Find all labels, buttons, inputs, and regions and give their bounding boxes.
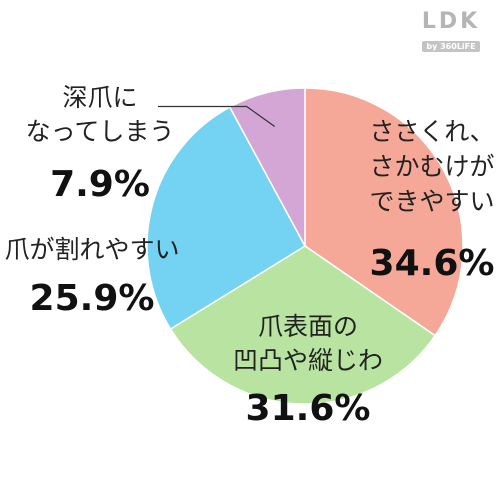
- ldk-logo: LDK by 360LiFE: [416, 10, 486, 53]
- pie-slice-0: [304, 87, 464, 337]
- slice-label-3-line-0: 深爪に: [62, 83, 137, 112]
- logo-main-text: LDK: [421, 9, 481, 34]
- slice-label-1-line-1: 凹凸や縦じわ: [233, 346, 383, 375]
- slice-value-3: 7.9%: [50, 164, 150, 205]
- slice-label-0-line-0: ささくれ、: [369, 117, 494, 146]
- logo-sub-text: by 360LiFE: [422, 41, 480, 52]
- slice-value-0: 34.6%: [370, 243, 495, 284]
- pie-slice-2: [146, 106, 306, 331]
- slice-label-2-line-0: 爪が割れやすい: [4, 235, 179, 264]
- slice-label-0-line-2: できやすい: [369, 187, 494, 216]
- slice-label-3-line-1: なってしまう: [26, 117, 175, 146]
- slice-value-2: 25.9%: [30, 278, 155, 319]
- slice-label-0-line-1: さかむけが: [369, 152, 494, 181]
- slice-label-1-line-0: 爪表面の: [258, 312, 358, 341]
- leader-line: [158, 105, 276, 128]
- slice-value-1: 31.6%: [246, 388, 371, 429]
- pie-slice-1: [169, 245, 437, 405]
